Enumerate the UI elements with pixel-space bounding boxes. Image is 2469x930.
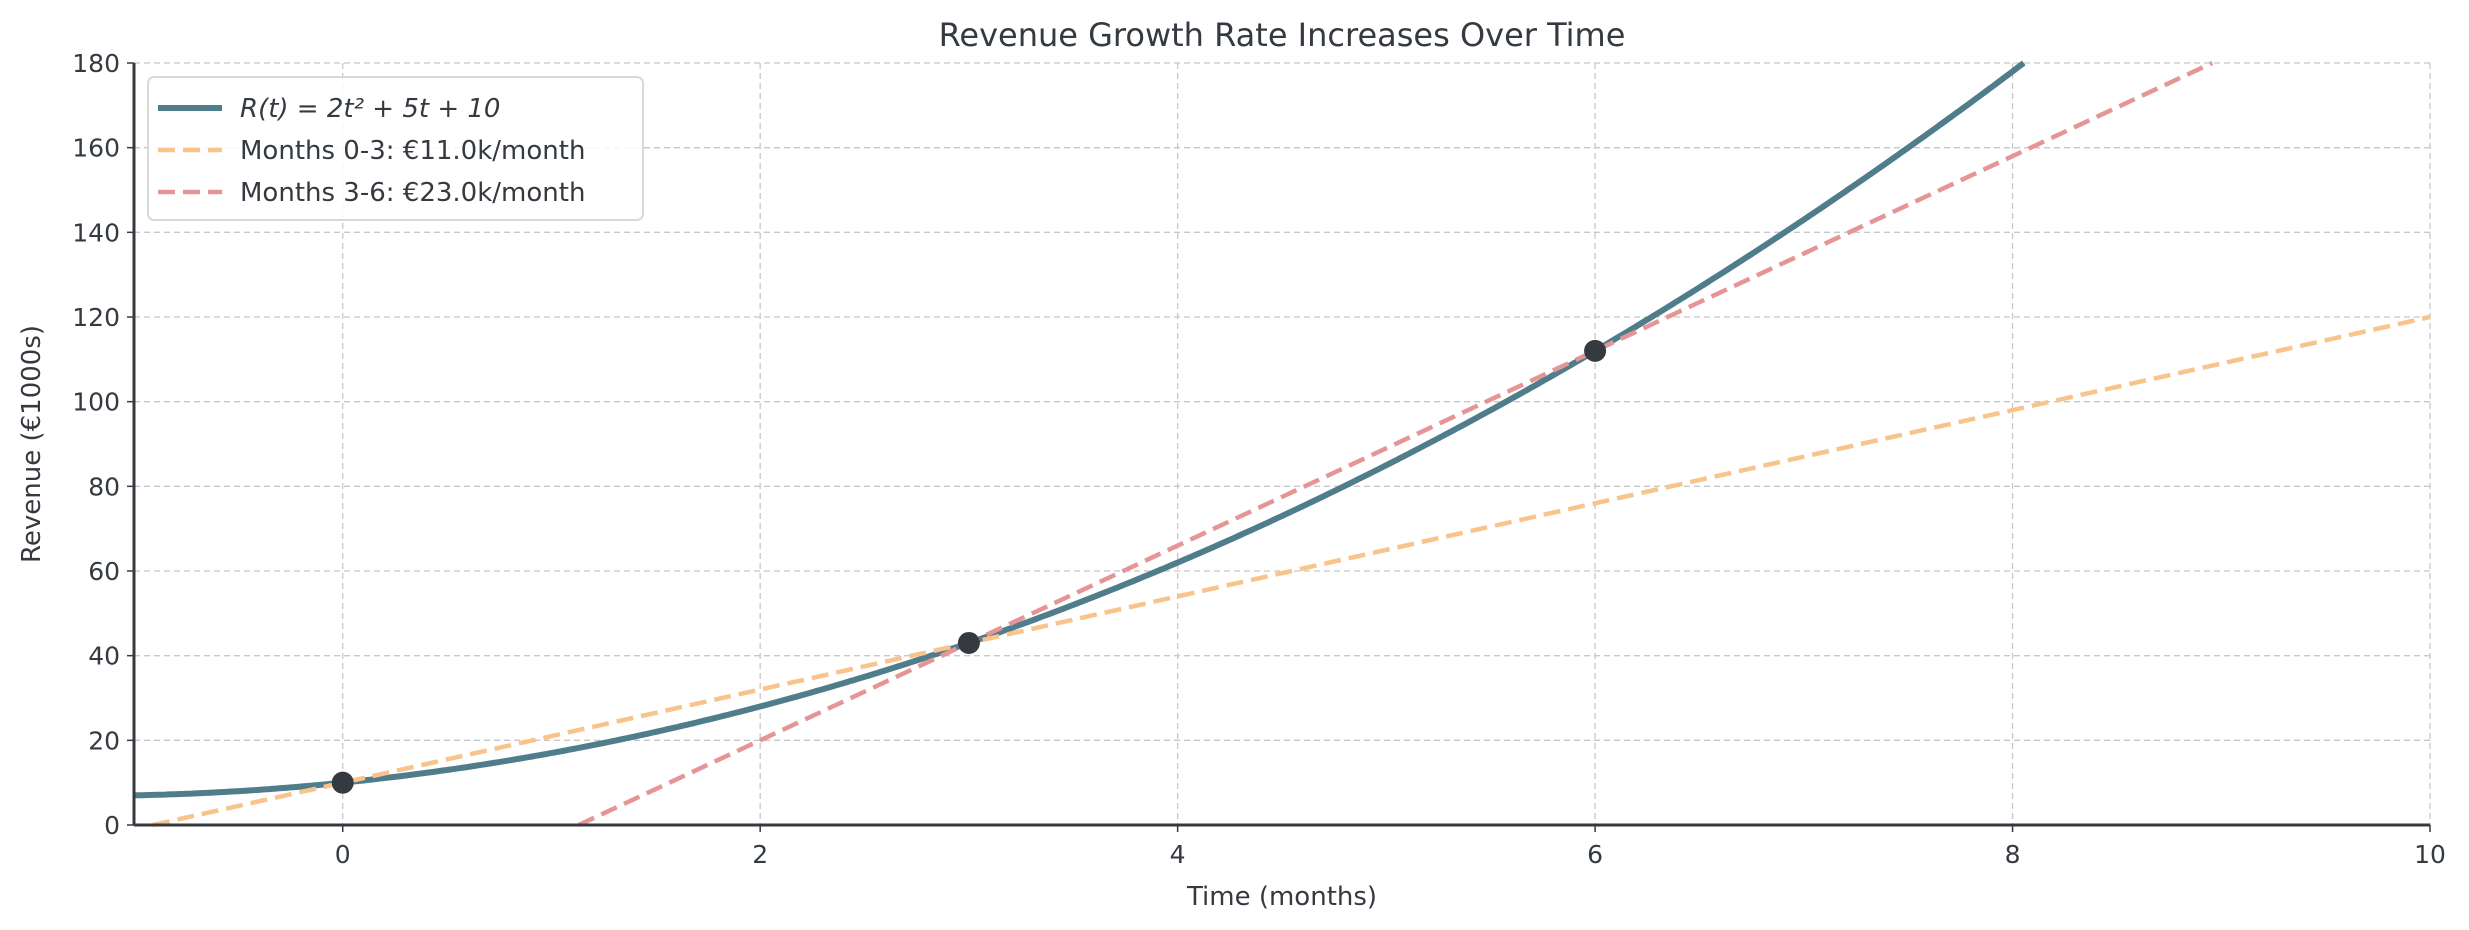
series-line-1	[152, 314, 2431, 828]
data-point	[331, 771, 354, 794]
y-tick-label: 100	[72, 388, 120, 417]
y-tick-label: 0	[104, 811, 120, 840]
plot-area	[133, 60, 2431, 828]
x-axis-label: Time (months)	[1186, 882, 1377, 912]
legend-box	[147, 76, 644, 221]
y-tick-label: 60	[88, 557, 120, 586]
y-tick-label: 180	[72, 49, 120, 78]
y-tick-label: 20	[88, 726, 120, 755]
y-axis-label: Revenue (€1000s)	[17, 325, 47, 563]
x-tick-label: 4	[1170, 840, 1186, 869]
legend: R(t) = 2t² + 5t + 10 Months 0-3: €11.0k/m…	[147, 76, 644, 221]
series-line-2	[577, 60, 2214, 828]
legend-entry: Months 0-3: €11.0k/month	[240, 136, 585, 166]
y-tick-label: 120	[72, 303, 120, 332]
legend-entry: Months 3-6: €23.0k/month	[240, 178, 585, 208]
x-tick-label: 6	[1587, 840, 1603, 869]
y-tick-label: 80	[88, 472, 120, 501]
series-line-0	[133, 60, 2026, 799]
data-point	[1584, 339, 1607, 362]
chart-title: Revenue Growth Rate Increases Over Time	[939, 16, 1626, 54]
x-tick-label: 8	[2005, 840, 2021, 869]
legend-entry: R(t) = 2t² + 5t + 10	[240, 94, 500, 124]
x-tick-label: 10	[2414, 840, 2446, 869]
y-tick-label: 160	[72, 134, 120, 163]
data-point	[957, 631, 980, 654]
y-tick-label: 140	[72, 218, 120, 247]
x-tick-label: 2	[752, 840, 768, 869]
x-tick-label: 0	[335, 840, 351, 869]
y-tick-label: 40	[88, 642, 120, 671]
